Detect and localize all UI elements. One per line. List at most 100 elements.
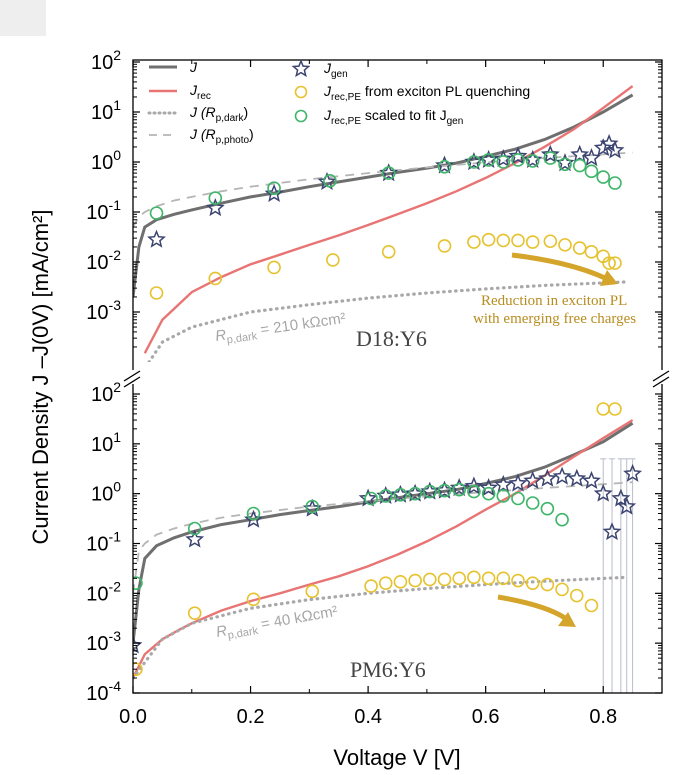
top-circle-point-j-rec-pe — [572, 241, 587, 255]
legend-swatch-jpes — [294, 109, 308, 123]
top-circle-point-j-rec-pe-scaled — [208, 191, 223, 205]
bottom-star-point — [493, 474, 513, 493]
axis-break-right — [652, 370, 670, 388]
legend-label-jrec: Jrec — [189, 82, 211, 102]
top-circle-point-j-rec-pe — [511, 233, 525, 248]
top-circle-point-j-rec-pe — [267, 260, 281, 275]
legend-star-marker — [291, 59, 311, 78]
y-tick-label: 101 — [91, 97, 121, 124]
top-star-point — [493, 149, 513, 167]
bottom-circle-point-j-rec-pe-scaled — [525, 496, 540, 510]
top-circle-point-j-rec-pe — [543, 234, 558, 249]
bottom-circle-point-j-rec-pe — [437, 572, 452, 587]
top-circle-point-j-rec-pe-scaled — [267, 181, 281, 195]
bottom-circle-point-j-rec-pe-scaled — [452, 482, 467, 497]
y-tick-label: 102 — [91, 47, 121, 74]
bottom-star-point — [582, 470, 601, 489]
rp-label-bottom: Rp,dark = 40 kΩcm² — [215, 603, 340, 644]
top-circle-point-j-rec-pe-scaled — [481, 153, 496, 167]
bottom-panel — [133, 402, 643, 693]
x-tick-label: 0.2 — [237, 706, 265, 728]
arrow-bottom — [497, 594, 576, 627]
y-tick-label: 101 — [91, 429, 121, 456]
corner-patch — [0, 0, 46, 36]
legend-label-jpe: Jrec,PE from exciton PL quenching — [323, 83, 530, 103]
top-circle-point-j-rec-pe — [381, 244, 396, 259]
top-circle-point-j-rec-pe-scaled — [572, 158, 587, 173]
legend: J Jrec J (Rp,dark) J (Rp,photo) Jgen Jre… — [147, 59, 530, 146]
bottom-circle-point-j-rec-pe-scaled — [378, 489, 393, 503]
bottom-star-point — [358, 488, 378, 507]
y-tick-label: 10-1 — [86, 197, 121, 224]
bottom-circle-point-j-rec-pe — [596, 402, 611, 416]
annotation-line-1: Reduction in exciton PL — [481, 293, 627, 309]
bottom-star-point — [244, 509, 263, 528]
bottom-circle-point-j-rec-pe — [423, 572, 437, 587]
top-star-point — [540, 144, 560, 163]
bottom-circle-point-j-rec-pe — [364, 579, 378, 593]
top-star-point — [508, 146, 528, 165]
top-circle-point-j-rec-pe-scaled — [608, 176, 622, 190]
annotation-line-2: with emerging free charges — [473, 311, 636, 327]
y-tick-label: 10-1 — [86, 529, 121, 556]
top-series-j-r-p-dark- — [147, 280, 629, 362]
top-circle-point-j-rec-pe — [326, 253, 340, 267]
top-circle-point-j-rec-pe-scaled — [496, 155, 511, 169]
bottom-circle-point-j-rec-pe — [540, 577, 555, 592]
y-tick-label: 10-3 — [86, 628, 121, 655]
bottom-circle-point-j-rec-pe-scaled — [481, 486, 496, 501]
bottom-circle-point-j-rec-pe — [608, 402, 622, 416]
top-circle-point-j-rec-pe — [496, 233, 511, 248]
bottom-circle-point-j-rec-pe — [187, 606, 202, 620]
bottom-star-point — [552, 466, 572, 485]
bottom-star-point — [185, 529, 205, 548]
x-tick-label: 0.4 — [354, 706, 382, 728]
top-circle-point-j-rec-pe-scaled — [511, 153, 525, 167]
top-circle-point-j-rec-pe — [467, 235, 481, 249]
bottom-star-point — [449, 478, 469, 497]
legend-label-jpes: Jrec,PE scaled to fit Jgen — [323, 107, 463, 127]
sample-label-top: D18:Y6 — [356, 326, 427, 351]
bottom-circle-point-j-rec-pe — [305, 584, 320, 599]
y-tick-label: 102 — [91, 379, 121, 406]
legend-label-j: J — [189, 59, 198, 75]
top-star-point — [435, 155, 454, 174]
top-circle-point-j-rec-pe-scaled — [584, 164, 599, 179]
bottom-circle-point-j-rec-pe-scaled — [408, 486, 422, 501]
y-tick-label: 10-4 — [86, 678, 121, 705]
y-tick-label: 10-2 — [86, 578, 121, 605]
y-tick-label: 10-2 — [86, 247, 121, 274]
top-circle-point-j-rec-pe — [558, 238, 572, 252]
top-circle-point-j-rec-pe — [208, 271, 223, 286]
bottom-star-point — [593, 483, 613, 502]
bottom-circle-point-j-rec-pe-scaled — [496, 489, 511, 503]
bottom-circle-point-j-rec-pe — [481, 571, 496, 586]
bottom-circle-point-j-rec-pe-scaled — [423, 484, 437, 499]
bottom-circle-point-j-rec-pe-scaled — [511, 491, 525, 506]
top-circle-point-j-rec-pe-scaled — [596, 170, 611, 184]
top-star-point — [205, 198, 225, 217]
top-circle-point-j-rec-pe — [481, 232, 496, 247]
top-series-j-r-p-photo- — [133, 151, 633, 228]
bottom-star-point — [508, 473, 528, 492]
top-star-point — [593, 138, 613, 157]
bottom-series-j-rec — [133, 419, 634, 679]
legend-label-jphoto: J (Rp,photo) — [189, 126, 254, 146]
bottom-circle-point-j-rec-pe — [452, 571, 467, 586]
y-axis-ticks: 102 101 100 10-1 10-2 10-3 102 101 100 10-1 10-2 10… — [86, 47, 662, 705]
x-tick-label: 0.8 — [589, 706, 617, 728]
bottom-circle-point-j-rec-pe — [378, 576, 393, 590]
bottom-series-j-r-p-photo- — [133, 481, 633, 594]
bottom-circle-point-j-rec-pe — [467, 570, 481, 585]
y-axis-label: Current Density J –J(0V) [mA/cm²] — [28, 210, 53, 545]
top-circle-point-j-rec-pe-scaled — [467, 155, 481, 169]
top-circle-point-j-rec-pe-scaled — [525, 154, 540, 168]
top-circle-point-j-rec-pe — [602, 256, 616, 270]
sample-label-bottom: PM6:Y6 — [350, 657, 426, 682]
top-panel — [133, 85, 634, 362]
bottom-series-j-r-p-dark- — [133, 575, 629, 680]
bottom-series-j — [133, 421, 634, 644]
bottom-star-point — [464, 476, 484, 495]
arrow-top — [511, 252, 618, 286]
